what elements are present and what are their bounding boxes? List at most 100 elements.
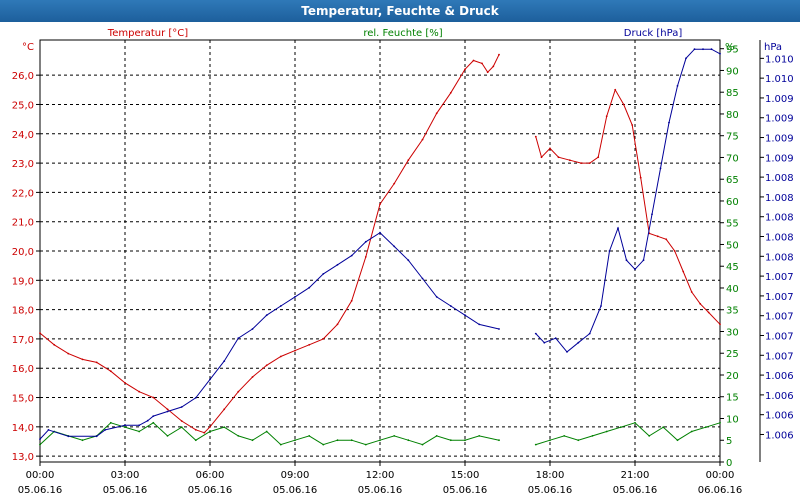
tick-label-humidity: 80 (726, 110, 739, 121)
tick-label-pressure: 1.009 (765, 94, 794, 105)
tick-label-date: 06.06.16 (698, 485, 743, 496)
temperature-point (605, 115, 608, 118)
tick-label-humidity: 30 (726, 327, 739, 338)
tick-label-humidity: 75 (726, 132, 739, 143)
tick-label-time: 06:00 (196, 470, 225, 481)
temperature-point (379, 203, 381, 206)
legend-temperature: Temperatur [°C] (107, 28, 188, 39)
humidity-point (152, 421, 155, 424)
tick-label-time: 09:00 (281, 470, 310, 481)
humidity-point (364, 443, 367, 446)
humidity-point (690, 430, 693, 433)
pressure-point (478, 323, 481, 326)
temperature-point (540, 156, 543, 159)
temperature-point (237, 390, 240, 393)
humidity-point (407, 439, 410, 442)
temperature-point (665, 238, 668, 241)
pressure-point (47, 429, 50, 431)
tick-label-time: 21:00 (621, 470, 650, 481)
tick-label-date: 05.06.16 (528, 485, 573, 496)
humidity-point (223, 426, 226, 429)
pressure-point (138, 424, 141, 427)
humidity-point (265, 430, 268, 433)
humidity-point (350, 439, 353, 442)
pressure-point (322, 273, 325, 275)
tick-label-humidity: 20 (726, 371, 739, 382)
temperature-point (421, 138, 424, 141)
pressure-point (702, 48, 704, 51)
pressure-point (194, 396, 197, 399)
temperature-point (568, 159, 571, 162)
tick-label-humidity: 55 (726, 219, 739, 230)
pressure-point (642, 259, 645, 262)
tick-label-temperature: 23,0 (12, 159, 34, 170)
humidity-point (498, 439, 500, 442)
y-axis-pressure: 1.006 1.006 1.006 1.006 1.007 1.007 1.007 1.007… (759, 40, 794, 462)
tick-label-pressure: 1.007 (765, 351, 794, 362)
y-axis-humidity: 0 5 10 15 20 25 30 35 40 45 50 55 60 65 70 75 80 85 90 95 (720, 45, 739, 469)
humidity-point (676, 439, 679, 442)
temperature-point (631, 124, 634, 126)
tick-label-temperature: 19,0 (12, 276, 34, 287)
legend-pressure: Druck [hPa] (624, 28, 683, 39)
tick-label-date: 05.06.16 (613, 485, 658, 496)
humidity-point (379, 439, 381, 442)
tick-label-pressure: 1.008 (765, 173, 794, 184)
humidity-point (449, 439, 452, 442)
humidity-point (662, 426, 665, 429)
pressure-axis-unit: hPa (764, 42, 782, 53)
pressure-point (543, 341, 546, 344)
temperature-point (707, 311, 710, 314)
temperature-point (336, 323, 339, 326)
temperature-point (223, 408, 226, 411)
temperature-point (472, 59, 475, 62)
temperature-line-segment (39, 54, 500, 434)
temperature-point (407, 159, 410, 162)
pressure-point (407, 259, 410, 262)
humidity-point (549, 439, 551, 442)
pressure-point (625, 259, 628, 262)
tick-label-date: 05.06.16 (103, 485, 148, 496)
tick-label-pressure: 1.007 (765, 292, 794, 303)
pressure-point (659, 167, 662, 170)
temperature-point (294, 349, 296, 352)
tick-label-humidity: 65 (726, 175, 739, 186)
humidity-point (393, 435, 396, 437)
tick-label-humidity: 45 (726, 262, 739, 273)
pressure-point (251, 328, 254, 330)
humidity-point (237, 435, 240, 437)
tick-label-pressure: 1.006 (765, 430, 794, 441)
tick-label-temperature: 17,0 (12, 335, 34, 346)
temperature-point (265, 364, 268, 367)
tick-label-humidity: 35 (726, 306, 739, 317)
tick-label-time: 00:00 (26, 470, 55, 481)
humidity-point (336, 439, 339, 442)
humidity-point (166, 435, 169, 437)
temperature-point (464, 68, 466, 71)
humidity-point (619, 426, 622, 429)
tick-label-humidity: 95 (726, 45, 739, 56)
tick-label-temperature: 15,0 (12, 394, 34, 405)
pressure-point (464, 314, 466, 317)
temperature-point (39, 332, 41, 334)
tick-label-time: 00:00 (706, 470, 735, 481)
pressure-line-segment (39, 232, 500, 440)
pressure-point (498, 328, 500, 330)
pressure-point (237, 337, 240, 340)
tick-label-pressure: 1.006 (765, 411, 794, 422)
tick-label-humidity: 25 (726, 349, 739, 360)
tick-label-pressure: 1.008 (765, 252, 794, 263)
tick-label-pressure: 1.007 (765, 312, 794, 323)
temperature-point (656, 235, 659, 238)
pressure-point (393, 245, 396, 248)
humidity-point (577, 439, 580, 442)
temperature-point (492, 65, 495, 68)
tick-label-humidity: 70 (726, 153, 739, 164)
tick-label-humidity: 50 (726, 240, 739, 251)
pressure-point (710, 48, 713, 51)
humidity-point (322, 443, 325, 446)
pressure-point (95, 435, 98, 438)
temperature-axis-unit: °C (22, 42, 34, 53)
pressure-point (719, 52, 721, 55)
humidity-point (194, 439, 197, 442)
